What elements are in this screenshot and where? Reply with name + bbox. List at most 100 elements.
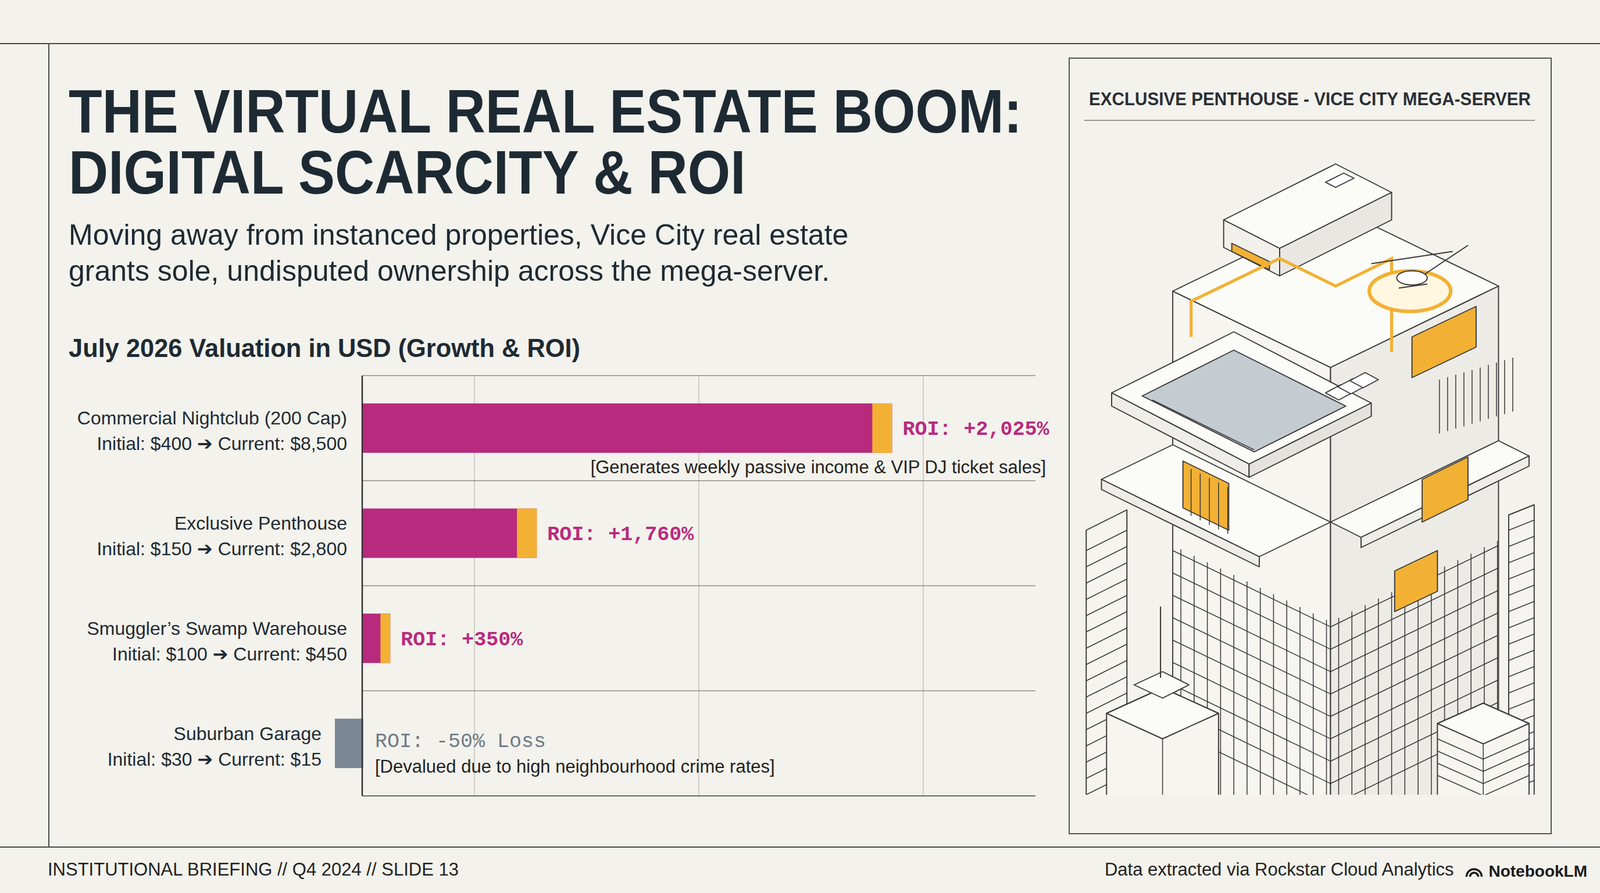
window-line [1233,575,1235,805]
roi-label: ROI: +2,025% [902,418,1050,442]
loss-flag [334,718,363,769]
balcony [1330,440,1530,538]
fin [1438,379,1441,434]
accent [1412,306,1477,378]
fin [1495,362,1498,417]
accent-frame [1191,258,1392,353]
frame [0,43,1600,848]
left-rule [48,43,50,848]
accent-stripe [1218,482,1220,530]
footer-left: INSTITUTIONAL BRIEFING // Q4 2024 // SLI… [47,859,459,880]
bottom-rule [0,846,1600,848]
roof-left [1223,219,1280,276]
fin [1512,357,1514,412]
back-floor [1086,660,1127,681]
back-floor [1086,644,1127,665]
back-floor [1508,683,1535,694]
back-floor [1508,536,1535,548]
footer-right: Data extracted via Rockstar Cloud Analyt… [1104,859,1454,880]
roi-label: ROI: -50% Loss [375,730,546,754]
roi-label: ROI: +350% [400,628,524,652]
accent-stripe [1200,473,1202,521]
back-floor [1086,627,1127,649]
category-label: Commercial Nightclub (200 Cap) [77,407,348,429]
fin [1479,367,1481,422]
front-floor [1483,738,1530,760]
subtitle-line: Moving away from instanced properties, V… [68,218,849,252]
category-label: Smuggler’s Swamp Warehouse [86,618,348,639]
back-floor [1508,569,1535,580]
chart-title: July 2026 Valuation in USD (Growth & ROI… [68,333,581,363]
back-floor [1508,601,1535,613]
pool-water [1142,350,1346,452]
front-floor [1483,775,1530,796]
title-line: THE VIRTUAL REAL ESTATE BOOM: [68,76,1023,146]
top-rule [0,43,1600,45]
roof-hatch [1325,173,1355,188]
note: [Generates weekly passive income & VIP D… [590,456,1046,478]
window-line [1351,611,1353,806]
pool-deck [1111,331,1372,465]
title-block: THE VIRTUAL REAL ESTATE BOOM:DIGITAL SCA… [68,76,1023,288]
front-floor [1437,751,1484,772]
accent [1183,461,1230,531]
window-line [1417,579,1419,806]
back-floor [1086,546,1127,567]
category-label: Exclusive Penthouse [174,512,348,534]
pool-depth [1152,400,1255,450]
badge-text: NotebookLM [1488,862,1588,881]
floor-line [1330,545,1499,627]
fin [1447,377,1449,432]
balcony-edge [1361,455,1530,548]
row-rule [362,690,1036,692]
category-detail: Initial: $100 ➔ Current: $450 [112,643,348,665]
window-line [1430,572,1432,805]
helicopter [1396,270,1428,286]
fin [1455,375,1457,430]
balcony-edge [1101,479,1260,568]
illustration [1086,163,1534,812]
bar-cap [380,613,391,663]
bar [362,508,537,559]
row-rule [362,795,1036,797]
window-line [1286,600,1288,805]
back-floor [1086,611,1127,632]
bar-cap [872,403,892,453]
window-line [1246,581,1248,805]
category-detail: Initial: $30 ➔ Current: $15 [107,748,322,770]
floor-line [1330,634,1499,717]
back-floor [1086,530,1127,551]
window-line [1220,568,1222,805]
front-building [1106,687,1219,805]
accent [1422,456,1469,523]
helipad [1369,270,1451,312]
front-floor [1483,751,1530,772]
labels: Commercial Nightclub (200 Cap) Initial: $… [77,407,1050,777]
tail [1425,245,1469,274]
back-floor [1086,676,1127,698]
front-box [1134,671,1190,699]
back-floor [1508,699,1535,710]
row-rule [362,480,1036,482]
antenna [1159,606,1162,678]
bar [362,613,391,663]
window-line [1364,605,1366,806]
note: [Devalued due to high neighbourhood crim… [375,756,775,777]
floor-line [1330,612,1499,695]
roi-label: ROI: +1,760% [547,523,695,547]
fin [1487,365,1489,420]
panel-title-rule [1084,119,1535,121]
slide: THE VIRTUAL REAL ESTATE BOOM:DIGITAL SCA… [0,0,1600,893]
background [0,0,1600,893]
window-line [1377,598,1380,806]
back-floor [1086,595,1127,616]
skid [1398,284,1428,289]
axis-bottom [362,795,1036,797]
front-floor [1437,763,1484,784]
back-floor [1086,579,1127,600]
badge-icon [1466,869,1482,877]
back-floor [1508,520,1535,531]
back-floor [1508,666,1535,678]
back-floor [1508,650,1535,662]
back-floor [1508,552,1535,564]
